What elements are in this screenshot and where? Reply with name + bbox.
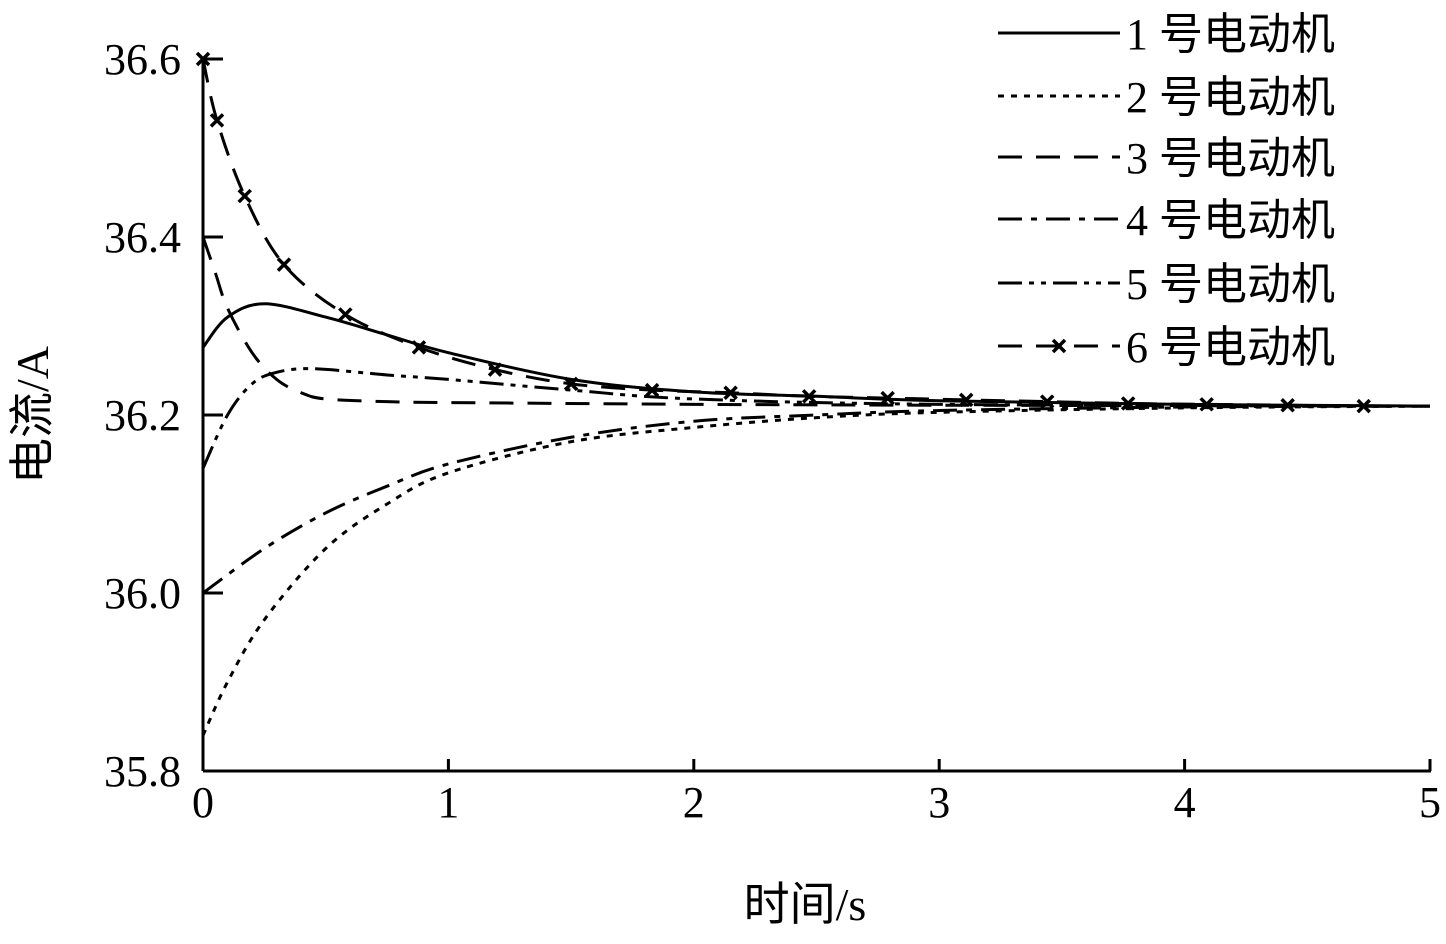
series-line-5 — [201, 367, 1431, 470]
legend-item-1: 1 号电动机 — [998, 10, 1335, 59]
y-tick-label: 36.6 — [104, 35, 181, 84]
x-tick-label: 3 — [928, 778, 950, 827]
legend-label: 2 号电动机 — [1126, 73, 1335, 122]
series-line-4 — [202, 404, 1431, 595]
series-6-marker — [276, 257, 292, 272]
legend-label: 3 号电动机 — [1126, 134, 1335, 183]
x-tick-label: 2 — [683, 778, 705, 827]
legend-label: 1 号电动机 — [1126, 10, 1335, 59]
legend-label: 6 号电动机 — [1126, 323, 1335, 372]
legend-item-5: 5 号电动机 — [998, 260, 1335, 309]
y-tick-label: 35.8 — [104, 747, 181, 796]
series-6-marker — [1039, 394, 1055, 409]
x-tick-label: 4 — [1174, 778, 1196, 827]
y-axis-label: 电流/A — [7, 346, 58, 484]
legend-item-3: 3 号电动机 — [998, 134, 1335, 183]
series-6-marker — [880, 390, 895, 406]
legend-label: 4 号电动机 — [1126, 196, 1335, 245]
series-6-marker — [237, 188, 252, 204]
series-6-marker — [338, 307, 353, 322]
series-6-marker — [644, 382, 660, 398]
series-6-marker — [801, 389, 817, 404]
x-tick-label: 1 — [437, 778, 459, 827]
legend: 1 号电动机 2 号电动机 3 号电动机 4 号电动机 5 号电动机 6 号电动机 — [998, 10, 1335, 372]
legend-item-2: 2 号电动机 — [998, 73, 1335, 122]
y-tick-label: 36.4 — [104, 213, 181, 262]
series-6-marker — [209, 113, 225, 128]
x-tick-label: 5 — [1419, 778, 1441, 827]
series-6-marker — [1199, 397, 1214, 412]
series-line-3 — [201, 236, 1431, 408]
series-6-marker — [1120, 396, 1136, 411]
y-tick-label: 36.0 — [104, 569, 181, 618]
series-6-marker — [487, 362, 503, 377]
legend-item-4: 4 号电动机 — [998, 196, 1335, 245]
y-tick-label: 36.2 — [104, 391, 181, 440]
x-tick-label: 0 — [192, 778, 214, 827]
legend-item-6: 6 号电动机 — [998, 323, 1335, 372]
series-6-marker — [958, 392, 974, 408]
x-axis-label: 时间/s — [744, 879, 867, 930]
series-6-marker — [563, 376, 579, 392]
series-6-marker — [1356, 398, 1371, 414]
series-line-2 — [201, 404, 1431, 737]
plot-area — [195, 51, 1431, 737]
series-6-marker — [1280, 397, 1295, 413]
series-6-marker — [411, 340, 427, 355]
legend-label: 5 号电动机 — [1126, 260, 1335, 309]
legend-marker-icon — [1051, 338, 1067, 354]
series-6-marker — [723, 385, 738, 400]
